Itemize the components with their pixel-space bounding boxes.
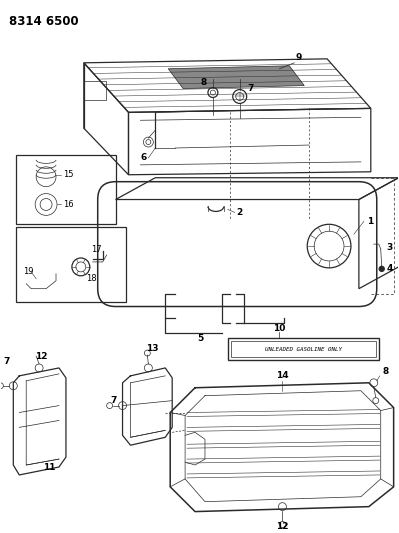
Text: 4: 4 <box>387 264 393 273</box>
Text: 7: 7 <box>3 357 10 366</box>
Text: 8314 6500: 8314 6500 <box>9 15 79 28</box>
Text: 8: 8 <box>383 367 389 376</box>
Text: 13: 13 <box>146 344 158 353</box>
Text: UNLEADED GASOLINE ONLY: UNLEADED GASOLINE ONLY <box>265 346 342 352</box>
Text: 5: 5 <box>197 334 203 343</box>
Text: 1: 1 <box>367 217 373 226</box>
Text: 14: 14 <box>276 372 289 381</box>
Text: 18: 18 <box>86 274 97 283</box>
Text: 12: 12 <box>35 352 47 360</box>
Text: 7: 7 <box>248 84 254 93</box>
Text: 3: 3 <box>387 243 393 252</box>
Text: 7: 7 <box>111 396 117 405</box>
Text: 12: 12 <box>276 522 288 531</box>
Text: 19: 19 <box>23 268 34 276</box>
Text: 8: 8 <box>201 78 207 87</box>
Bar <box>16 155 116 224</box>
Bar <box>231 341 376 357</box>
Text: 2: 2 <box>237 208 243 217</box>
Bar <box>16 227 126 302</box>
Polygon shape <box>168 66 304 88</box>
Circle shape <box>379 266 384 271</box>
Text: 16: 16 <box>63 200 73 209</box>
Text: 15: 15 <box>63 170 73 179</box>
Text: 11: 11 <box>43 463 55 472</box>
Text: 17: 17 <box>91 245 101 254</box>
Bar <box>228 338 379 360</box>
Text: 10: 10 <box>273 324 286 333</box>
Text: 6: 6 <box>140 154 146 163</box>
Text: 9: 9 <box>295 53 302 62</box>
